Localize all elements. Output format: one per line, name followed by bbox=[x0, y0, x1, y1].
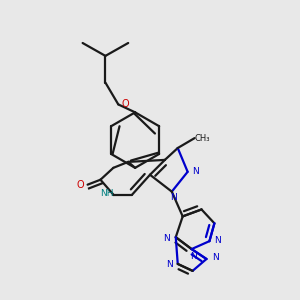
Text: N: N bbox=[214, 236, 221, 245]
Text: O: O bbox=[77, 180, 85, 190]
Text: N: N bbox=[167, 260, 173, 269]
Text: NH: NH bbox=[100, 189, 113, 198]
Text: N: N bbox=[192, 167, 199, 176]
Text: N: N bbox=[212, 254, 219, 262]
Text: N: N bbox=[190, 251, 197, 260]
Text: N: N bbox=[170, 193, 177, 202]
Text: N: N bbox=[164, 234, 170, 243]
Text: O: O bbox=[122, 99, 129, 110]
Text: CH₃: CH₃ bbox=[195, 134, 210, 142]
